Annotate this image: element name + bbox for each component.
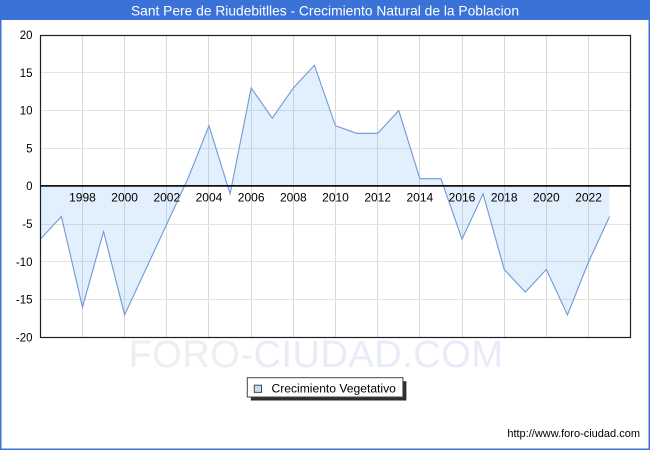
svg-text:-10: -10	[16, 257, 33, 269]
svg-text:2010: 2010	[322, 191, 349, 205]
svg-text:2000: 2000	[111, 191, 138, 205]
svg-text:2004: 2004	[196, 191, 223, 205]
svg-text:0: 0	[26, 181, 32, 193]
svg-text:2006: 2006	[238, 191, 265, 205]
svg-text:2014: 2014	[406, 191, 433, 205]
svg-text:Sant Pere de Riudebitlles - Cr: Sant Pere de Riudebitlles - Crecimiento …	[131, 3, 519, 18]
svg-text:http://www.foro-ciudad.com: http://www.foro-ciudad.com	[507, 428, 640, 440]
svg-text:-5: -5	[22, 219, 32, 231]
svg-text:15: 15	[20, 68, 33, 80]
svg-text:5: 5	[26, 143, 32, 155]
svg-text:2018: 2018	[491, 191, 518, 205]
svg-text:1998: 1998	[69, 191, 96, 205]
svg-text:-20: -20	[16, 333, 33, 345]
svg-text:Crecimiento Vegetativo: Crecimiento Vegetativo	[272, 382, 397, 396]
svg-text:2012: 2012	[364, 191, 391, 205]
svg-text:2022: 2022	[575, 191, 602, 205]
svg-text:20: 20	[20, 30, 33, 42]
svg-text:FORO-CIUDAD.COM: FORO-CIUDAD.COM	[129, 334, 504, 376]
svg-text:2008: 2008	[280, 191, 307, 205]
svg-text:10: 10	[20, 106, 33, 118]
svg-text:2002: 2002	[153, 191, 180, 205]
svg-text:2020: 2020	[533, 191, 560, 205]
svg-text:-15: -15	[16, 295, 33, 307]
svg-text:2016: 2016	[449, 191, 476, 205]
